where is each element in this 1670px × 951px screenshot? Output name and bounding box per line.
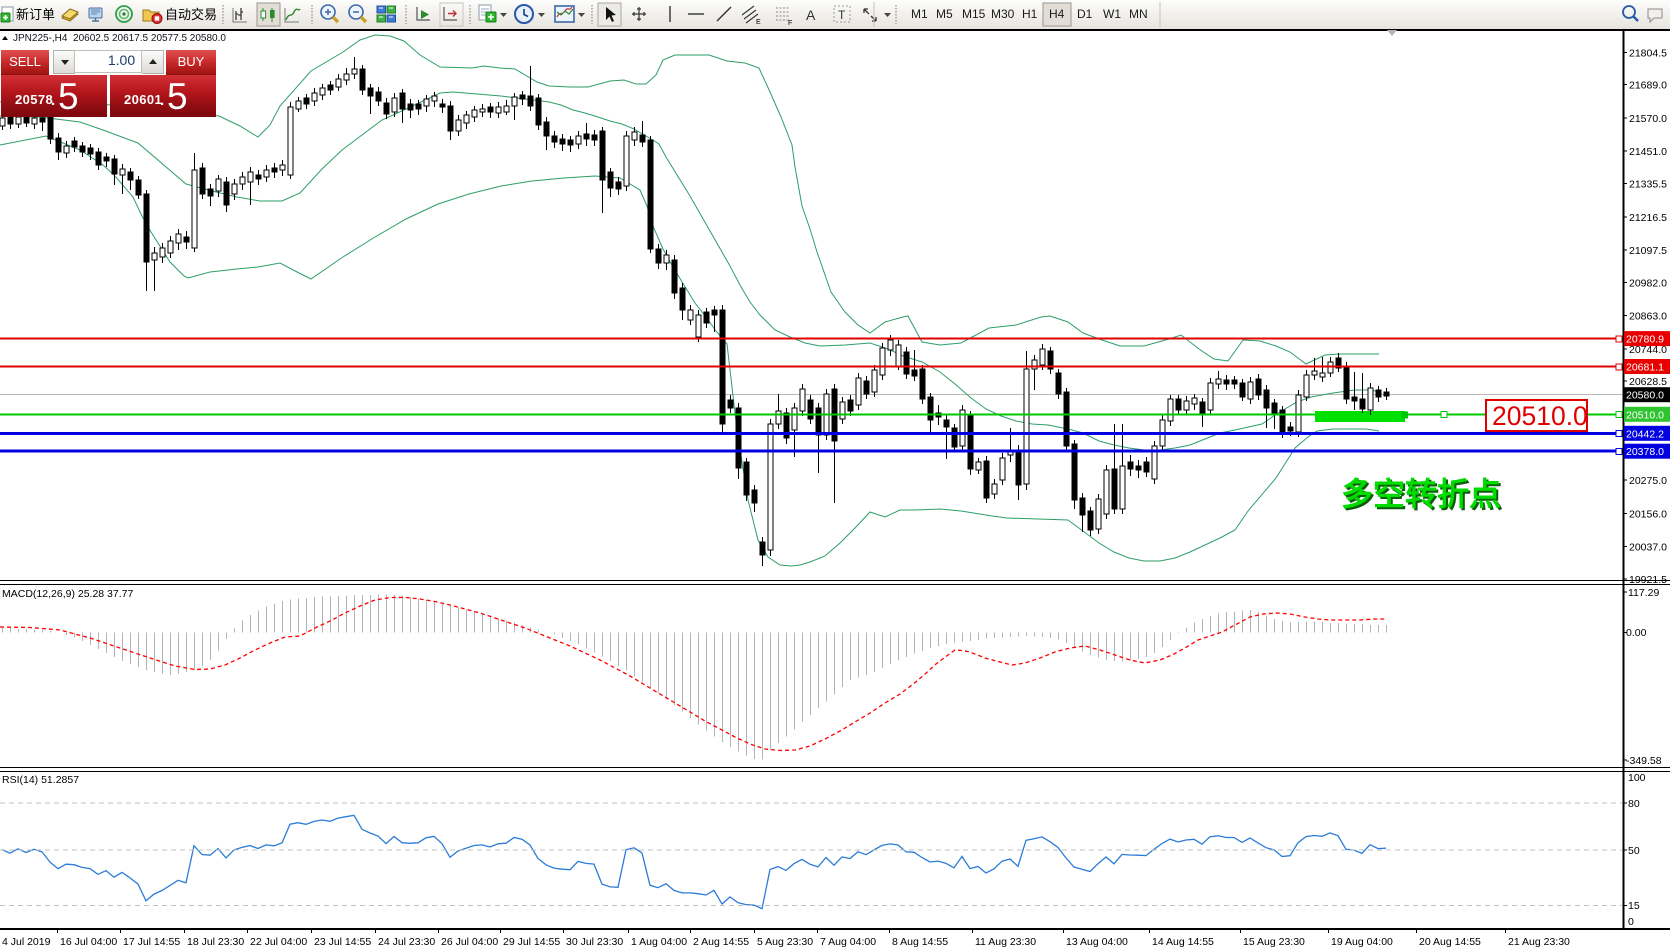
svg-text:21335.5: 21335.5 — [1629, 179, 1667, 191]
svg-text:T: T — [838, 8, 846, 22]
svg-text:7 Aug 04:00: 7 Aug 04:00 — [820, 936, 876, 948]
svg-text:19 Aug 04:00: 19 Aug 04:00 — [1331, 936, 1393, 948]
svg-text:MACD(12,26,9) 25.28 37.77: MACD(12,26,9) 25.28 37.77 — [2, 588, 133, 600]
svg-text:21097.5: 21097.5 — [1629, 245, 1667, 257]
svg-text:20681.1: 20681.1 — [1626, 362, 1664, 374]
svg-text:A: A — [806, 7, 816, 23]
svg-text:多空转折点: 多空转折点 — [1341, 476, 1501, 512]
svg-text:E: E — [756, 19, 761, 26]
svg-text:F: F — [788, 20, 792, 27]
svg-text:22 Jul 04:00: 22 Jul 04:00 — [250, 936, 307, 948]
svg-text:29 Jul 14:55: 29 Jul 14:55 — [503, 936, 560, 948]
svg-text:1 Aug 04:00: 1 Aug 04:00 — [631, 936, 687, 948]
svg-text:20580.0: 20580.0 — [1626, 390, 1664, 402]
svg-text:20628.5: 20628.5 — [1629, 376, 1667, 388]
svg-text:4 Jul 2019: 4 Jul 2019 — [2, 936, 51, 948]
svg-text:20378.0: 20378.0 — [1626, 446, 1664, 458]
svg-text:8 Aug 14:55: 8 Aug 14:55 — [892, 936, 948, 948]
svg-text:26 Jul 04:00: 26 Jul 04:00 — [441, 936, 498, 948]
svg-text:D1: D1 — [1077, 7, 1093, 21]
svg-text:80: 80 — [1628, 798, 1640, 810]
svg-text:M5: M5 — [936, 7, 953, 21]
svg-text:21216.5: 21216.5 — [1629, 212, 1667, 224]
svg-text:15: 15 — [1628, 900, 1640, 912]
svg-text:100: 100 — [1628, 772, 1646, 784]
svg-text:M30: M30 — [991, 7, 1015, 21]
svg-text:19921.5: 19921.5 — [1629, 574, 1667, 586]
svg-text:H1: H1 — [1022, 7, 1038, 21]
svg-text:多空转折点: 多空转折点 — [1343, 478, 1503, 514]
svg-text:21451.0: 21451.0 — [1629, 146, 1667, 158]
svg-text:5 Aug 23:30: 5 Aug 23:30 — [757, 936, 813, 948]
svg-text:H4: H4 — [1049, 7, 1065, 21]
svg-text:2 Aug 14:55: 2 Aug 14:55 — [693, 936, 749, 948]
svg-text:21 Aug 23:30: 21 Aug 23:30 — [1508, 936, 1570, 948]
svg-text:16 Jul 04:00: 16 Jul 04:00 — [60, 936, 117, 948]
svg-text:14 Aug 14:55: 14 Aug 14:55 — [1152, 936, 1214, 948]
svg-text:21689.0: 21689.0 — [1629, 80, 1667, 92]
svg-text:M1: M1 — [911, 7, 928, 21]
svg-text:MN: MN — [1129, 7, 1148, 21]
svg-text:13 Aug 04:00: 13 Aug 04:00 — [1066, 936, 1128, 948]
svg-text:20982.0: 20982.0 — [1629, 277, 1667, 289]
svg-text:17 Jul 14:55: 17 Jul 14:55 — [123, 936, 180, 948]
svg-text:RSI(14) 51.2857: RSI(14) 51.2857 — [2, 774, 79, 786]
svg-text:20780.9: 20780.9 — [1626, 334, 1664, 346]
svg-text:20442.2: 20442.2 — [1626, 428, 1664, 440]
svg-text:24 Jul 23:30: 24 Jul 23:30 — [378, 936, 435, 948]
svg-text:20037.0: 20037.0 — [1629, 542, 1667, 554]
svg-text:20863.0: 20863.0 — [1629, 311, 1667, 323]
svg-text:20510.0: 20510.0 — [1492, 401, 1588, 431]
svg-text:0.00: 0.00 — [1626, 627, 1647, 639]
svg-text:自动交易: 自动交易 — [165, 7, 217, 22]
svg-text:新订单: 新订单 — [16, 7, 55, 22]
svg-text:20 Aug 14:55: 20 Aug 14:55 — [1419, 936, 1481, 948]
svg-text:21570.0: 21570.0 — [1629, 113, 1667, 125]
svg-text:0: 0 — [1628, 916, 1634, 928]
svg-text:W1: W1 — [1103, 7, 1121, 21]
svg-text:15 Aug 23:30: 15 Aug 23:30 — [1243, 936, 1305, 948]
svg-text:20156.0: 20156.0 — [1629, 508, 1667, 520]
svg-text:21804.5: 21804.5 — [1629, 47, 1667, 59]
svg-text:50: 50 — [1628, 845, 1640, 857]
svg-text:20510.0: 20510.0 — [1626, 409, 1664, 421]
svg-text:23 Jul 14:55: 23 Jul 14:55 — [314, 936, 371, 948]
svg-text:M15: M15 — [962, 7, 986, 21]
svg-text:30 Jul 23:30: 30 Jul 23:30 — [566, 936, 623, 948]
svg-text:20275.0: 20275.0 — [1629, 475, 1667, 487]
svg-text:18 Jul 23:30: 18 Jul 23:30 — [187, 936, 244, 948]
svg-text:117.29: 117.29 — [1628, 587, 1659, 599]
svg-text:11 Aug 23:30: 11 Aug 23:30 — [975, 936, 1036, 948]
svg-text:20744.0: 20744.0 — [1629, 344, 1667, 356]
svg-text:-349.58: -349.58 — [1626, 755, 1662, 767]
